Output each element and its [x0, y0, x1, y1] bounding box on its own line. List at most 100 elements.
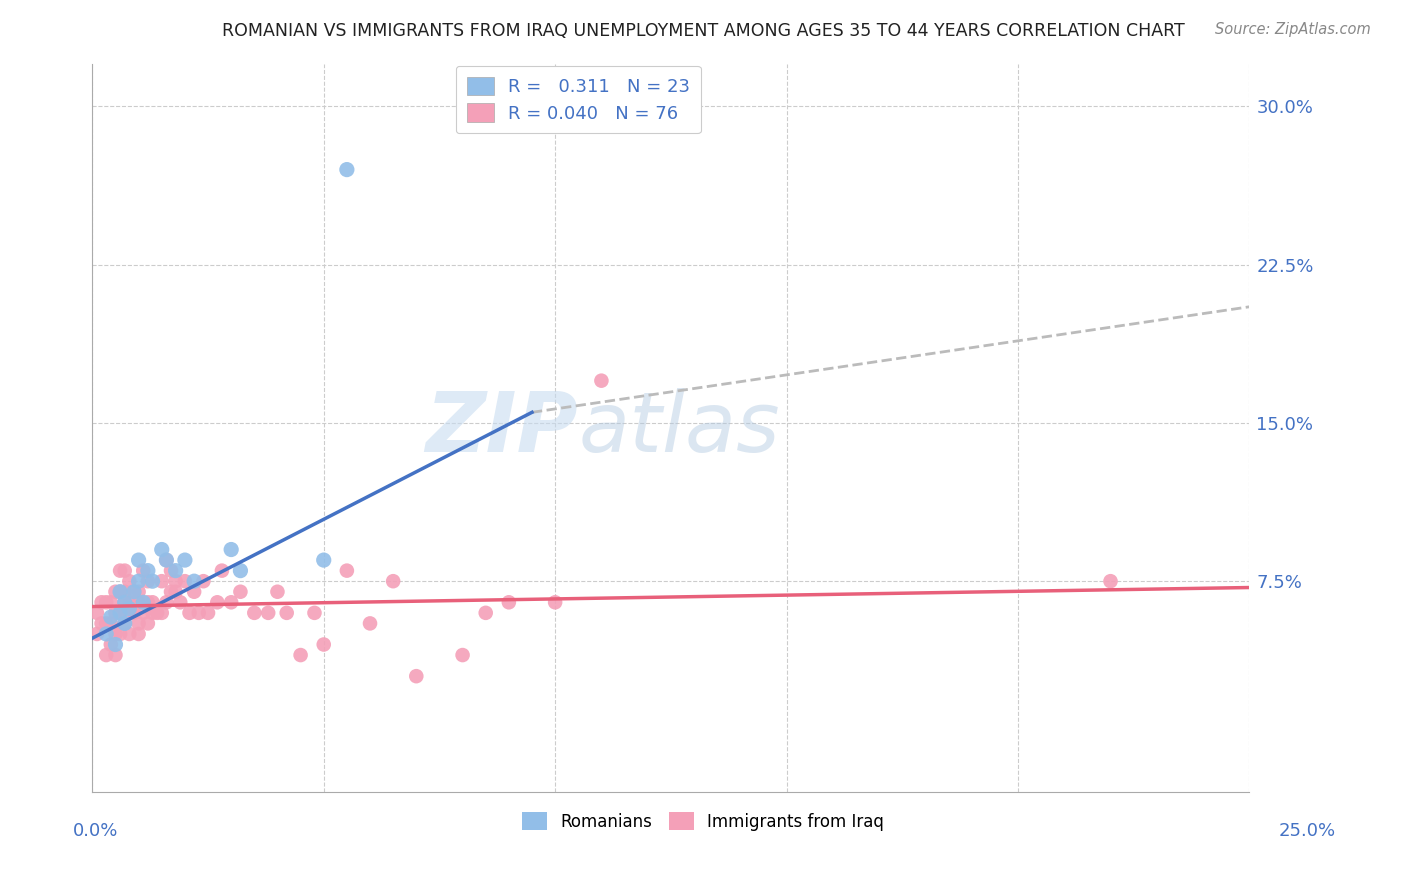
- Point: [114, 595, 136, 609]
- Point: [136, 564, 159, 578]
- Text: Source: ZipAtlas.com: Source: ZipAtlas.com: [1215, 22, 1371, 37]
- Point: [128, 595, 150, 609]
- Point: [591, 374, 613, 388]
- Text: atlas: atlas: [578, 388, 780, 468]
- Point: [118, 606, 141, 620]
- Point: [100, 595, 122, 609]
- Point: [108, 584, 131, 599]
- Point: [219, 595, 242, 609]
- Point: [132, 564, 155, 578]
- Point: [498, 595, 520, 609]
- Point: [128, 616, 150, 631]
- Point: [474, 606, 496, 620]
- Point: [96, 616, 118, 631]
- Point: [136, 574, 159, 589]
- Point: [122, 584, 145, 599]
- Point: [155, 553, 177, 567]
- Point: [187, 606, 209, 620]
- Text: 0.0%: 0.0%: [73, 822, 118, 840]
- Point: [136, 616, 159, 631]
- Point: [108, 606, 131, 620]
- Point: [405, 669, 427, 683]
- Text: 25.0%: 25.0%: [1279, 822, 1336, 840]
- Point: [312, 553, 335, 567]
- Point: [128, 627, 150, 641]
- Point: [219, 542, 242, 557]
- Point: [169, 595, 191, 609]
- Point: [122, 584, 145, 599]
- Point: [197, 606, 219, 620]
- Point: [266, 584, 288, 599]
- Point: [108, 606, 131, 620]
- Point: [165, 564, 187, 578]
- Point: [114, 595, 136, 609]
- Point: [174, 553, 197, 567]
- Point: [114, 616, 136, 631]
- Point: [146, 606, 169, 620]
- Point: [160, 584, 183, 599]
- Point: [290, 648, 312, 662]
- Point: [155, 595, 177, 609]
- Point: [90, 616, 112, 631]
- Point: [174, 574, 197, 589]
- Text: ZIP: ZIP: [426, 388, 578, 468]
- Legend: R =   0.311   N = 23, R = 0.040   N = 76: R = 0.311 N = 23, R = 0.040 N = 76: [456, 66, 700, 134]
- Point: [100, 638, 122, 652]
- Point: [243, 606, 266, 620]
- Point: [114, 564, 136, 578]
- Point: [382, 574, 405, 589]
- Point: [229, 564, 252, 578]
- Point: [229, 584, 252, 599]
- Point: [100, 610, 122, 624]
- Point: [165, 584, 187, 599]
- Point: [96, 627, 118, 641]
- Point: [160, 564, 183, 578]
- Point: [257, 606, 280, 620]
- Point: [336, 564, 359, 578]
- Point: [155, 553, 177, 567]
- Point: [96, 595, 118, 609]
- Point: [165, 574, 187, 589]
- Legend: Romanians, Immigrants from Iraq: Romanians, Immigrants from Iraq: [515, 805, 891, 838]
- Point: [183, 574, 205, 589]
- Point: [90, 595, 112, 609]
- Point: [1099, 574, 1122, 589]
- Point: [179, 606, 201, 620]
- Point: [132, 606, 155, 620]
- Point: [128, 574, 150, 589]
- Point: [150, 542, 173, 557]
- Point: [544, 595, 567, 609]
- Point: [150, 574, 173, 589]
- Point: [118, 627, 141, 641]
- Point: [118, 595, 141, 609]
- Point: [304, 606, 326, 620]
- Text: ROMANIAN VS IMMIGRANTS FROM IRAQ UNEMPLOYMENT AMONG AGES 35 TO 44 YEARS CORRELAT: ROMANIAN VS IMMIGRANTS FROM IRAQ UNEMPLO…: [222, 22, 1184, 40]
- Point: [141, 574, 163, 589]
- Point: [211, 564, 233, 578]
- Point: [193, 574, 215, 589]
- Point: [451, 648, 474, 662]
- Point: [359, 616, 381, 631]
- Point: [128, 553, 150, 567]
- Point: [207, 595, 229, 609]
- Point: [108, 584, 131, 599]
- Point: [114, 616, 136, 631]
- Point: [108, 564, 131, 578]
- Point: [104, 627, 127, 641]
- Point: [114, 584, 136, 599]
- Point: [100, 616, 122, 631]
- Point: [150, 606, 173, 620]
- Point: [136, 595, 159, 609]
- Point: [104, 648, 127, 662]
- Point: [141, 606, 163, 620]
- Point: [128, 584, 150, 599]
- Point: [118, 601, 141, 615]
- Point: [108, 627, 131, 641]
- Point: [96, 648, 118, 662]
- Point: [104, 638, 127, 652]
- Point: [86, 606, 108, 620]
- Point: [132, 595, 155, 609]
- Point: [122, 606, 145, 620]
- Point: [336, 162, 359, 177]
- Point: [312, 638, 335, 652]
